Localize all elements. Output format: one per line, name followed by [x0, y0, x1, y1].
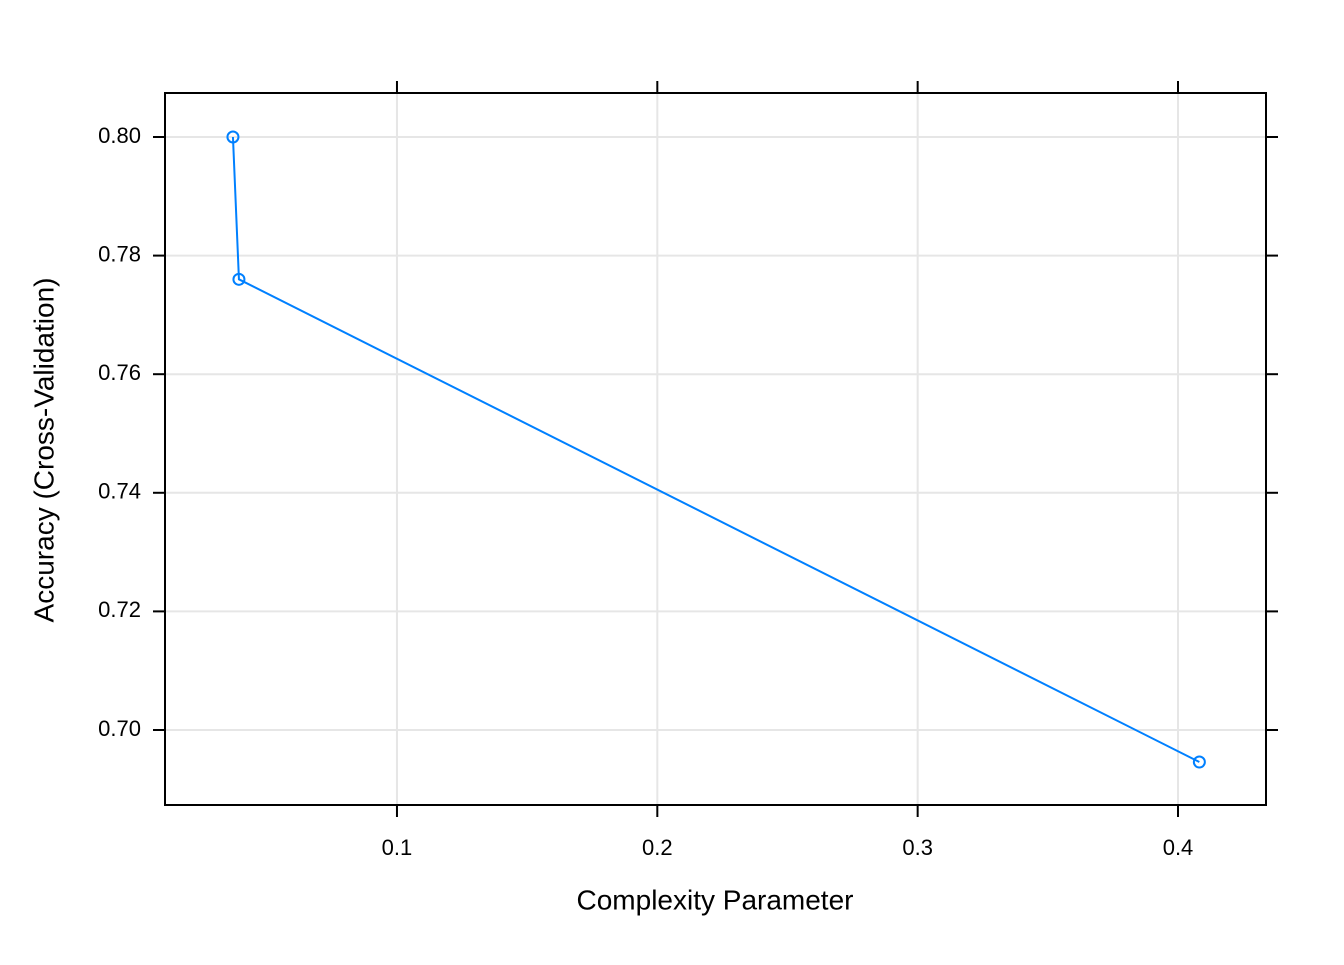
- y-tick-label: 0.72: [98, 597, 141, 622]
- y-tick-label: 0.76: [98, 360, 141, 385]
- x-tick-label: 0.4: [1163, 835, 1194, 860]
- x-tick-label: 0.1: [382, 835, 413, 860]
- y-tick-label: 0.78: [98, 241, 141, 266]
- x-axis-title: Complexity Parameter: [577, 884, 854, 915]
- y-tick-label: 0.70: [98, 716, 141, 741]
- plot-frame: [164, 92, 1267, 806]
- point: [232, 272, 246, 286]
- y-tick-label: 0.80: [98, 123, 141, 148]
- point: [226, 130, 240, 144]
- y-tick-label: 0.74: [98, 479, 141, 504]
- x-tick-label: 0.3: [902, 835, 933, 860]
- line: [231, 136, 1200, 763]
- y-axis-title: Accuracy (Cross-Validation): [28, 278, 59, 623]
- point: [1192, 755, 1206, 769]
- x-tick-label: 0.2: [642, 835, 673, 860]
